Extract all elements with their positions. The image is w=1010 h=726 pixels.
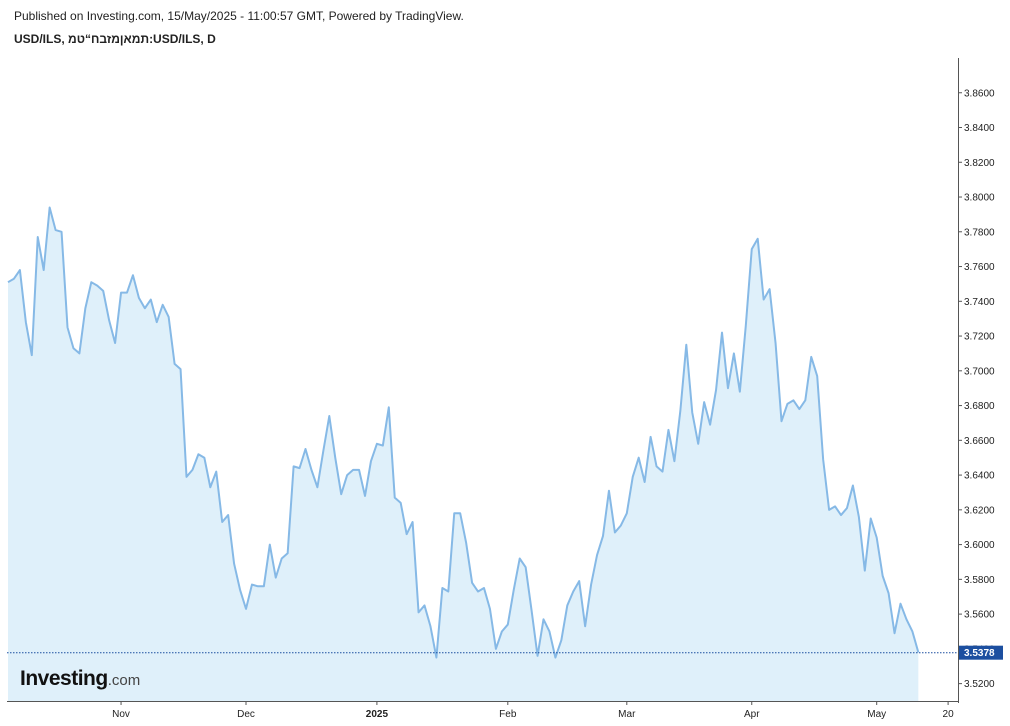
y-tick-label: 3.6400 <box>964 471 995 482</box>
last-price-box <box>959 645 1003 660</box>
y-tick-label: 3.7800 <box>964 227 995 238</box>
y-tick-label: 3.6200 <box>964 505 995 516</box>
y-tick-label: 3.6800 <box>964 401 995 412</box>
y-tick-label: 3.5200 <box>964 679 995 690</box>
y-tick-label: 3.6600 <box>964 436 995 447</box>
y-tick-label: 3.7000 <box>964 366 995 377</box>
y-tick-label: 3.7200 <box>964 332 995 343</box>
y-tick-label: 3.5800 <box>964 575 995 586</box>
published-info: Published on Investing.com, 15/May/2025 … <box>14 9 464 23</box>
x-axis: Nov Dec 2025 Feb Mar Apr May 20 <box>7 701 959 720</box>
investing-logo: Investing.com <box>20 667 140 691</box>
last-price-marker: 3.5378 <box>7 645 1003 660</box>
y-tick-label: 3.7600 <box>964 262 995 273</box>
chart-title: USD/ILS, תמאןמזבח“טמ:USD/ILS, D <box>14 32 216 46</box>
x-tick-label: Feb <box>499 709 517 720</box>
y-tick-label: 3.8600 <box>964 88 995 99</box>
x-tick-label: May <box>867 709 886 720</box>
y-axis: 3.52003.54003.56003.58003.60003.62003.64… <box>958 58 995 703</box>
x-tick-label: 20 <box>943 709 955 720</box>
logo-name: Investing <box>20 667 108 690</box>
area-fill <box>8 207 919 701</box>
x-tick-label: Apr <box>744 709 760 720</box>
x-tick-label: Mar <box>618 709 636 720</box>
y-tick-label: 3.8000 <box>964 193 995 204</box>
y-tick-label: 3.8400 <box>964 123 995 134</box>
logo-suffix: .com <box>107 672 141 689</box>
y-tick-label: 3.6000 <box>964 540 995 551</box>
x-tick-label: Nov <box>112 709 130 720</box>
last-price-label: 3.5378 <box>964 648 995 659</box>
x-tick-label: Dec <box>237 709 255 720</box>
y-tick-label: 3.7400 <box>964 297 995 308</box>
series-line <box>7 206 920 659</box>
y-tick-label: 3.8200 <box>964 158 995 169</box>
x-tick-label: 2025 <box>366 709 389 720</box>
y-tick-label: 3.5600 <box>964 610 995 621</box>
plot-area <box>7 206 920 701</box>
